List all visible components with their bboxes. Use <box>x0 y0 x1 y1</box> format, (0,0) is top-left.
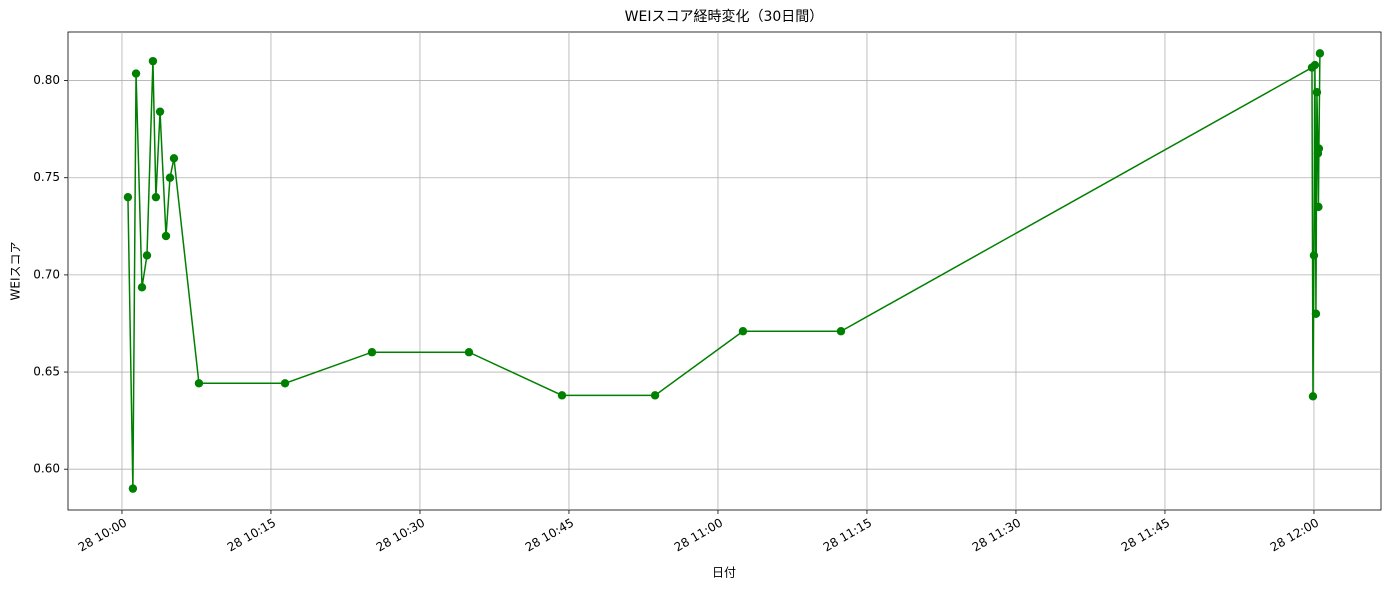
data-point <box>131 69 141 78</box>
data-point <box>367 348 377 357</box>
data-point <box>557 391 567 400</box>
data-point <box>650 391 660 400</box>
data-point <box>142 251 152 260</box>
data-point <box>1312 88 1322 97</box>
y-tick-label: 0.60 <box>33 462 60 476</box>
data-line <box>127 53 1321 489</box>
x-tick-label: 28 11:15 <box>821 516 874 555</box>
data-point <box>194 379 204 388</box>
data-point <box>836 327 846 336</box>
y-tick-label: 0.65 <box>33 365 60 379</box>
y-tick-label: 0.75 <box>33 170 60 184</box>
data-point <box>165 173 175 182</box>
plot-frame <box>67 31 1382 511</box>
data-point <box>161 231 171 241</box>
data-point <box>280 379 290 388</box>
y-tick-label: 0.70 <box>33 267 60 281</box>
data-point <box>738 327 748 336</box>
x-tick-label: 28 11:30 <box>970 516 1023 555</box>
x-tick-label: 28 11:00 <box>672 516 725 555</box>
data-point <box>169 154 179 163</box>
x-tick-label: 28 10:00 <box>76 516 129 555</box>
data-point <box>128 484 138 493</box>
data-point <box>1314 144 1324 153</box>
data-point <box>1315 49 1325 58</box>
x-tick-label: 28 11:45 <box>1119 516 1172 555</box>
data-point <box>148 56 158 66</box>
chart-title: WEIスコア経時変化（30日間） <box>625 8 824 25</box>
data-point <box>155 107 165 116</box>
x-axis-label: 日付 <box>712 566 736 580</box>
x-tick-label: 28 10:30 <box>374 516 427 555</box>
x-tick-label: 28 10:15 <box>225 516 278 555</box>
data-point <box>151 192 161 202</box>
y-tick-label: 0.80 <box>33 73 60 87</box>
data-point <box>137 283 147 292</box>
x-tick-label: 28 10:45 <box>523 516 576 555</box>
data-point <box>1309 251 1319 260</box>
data-point <box>1308 392 1318 401</box>
x-tick-label: 28 12:00 <box>1268 516 1321 555</box>
data-point <box>1311 309 1321 318</box>
data-point <box>1314 202 1323 212</box>
data-point <box>123 192 133 202</box>
y-axis-label: WEIスコア <box>9 242 23 301</box>
data-point <box>1310 60 1320 70</box>
data-point <box>464 348 474 357</box>
